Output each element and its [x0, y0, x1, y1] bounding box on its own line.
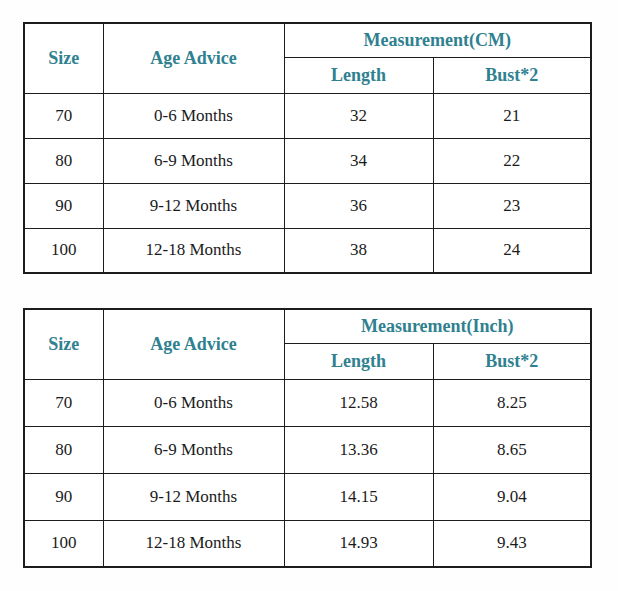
table-row: 80 6-9 Months 13.36 8.65 — [24, 426, 591, 473]
header-size: Size — [24, 23, 103, 93]
length-cell: 14.15 — [284, 473, 433, 520]
size-cell: 100 — [24, 228, 103, 273]
header-age-advice: Age Advice — [103, 23, 284, 93]
table-row: 70 0-6 Months 12.58 8.25 — [24, 379, 591, 426]
length-cell: 14.93 — [284, 520, 433, 567]
length-cell: 12.58 — [284, 379, 433, 426]
age-cell: 12-18 Months — [103, 520, 284, 567]
table-row: 80 6-9 Months 34 22 — [24, 138, 591, 183]
length-cell: 32 — [284, 93, 433, 138]
bust-cell: 8.25 — [433, 379, 591, 426]
size-cell: 90 — [24, 473, 103, 520]
length-cell: 13.36 — [284, 426, 433, 473]
bust-cell: 22 — [433, 138, 591, 183]
size-cell: 80 — [24, 426, 103, 473]
age-cell: 0-6 Months — [103, 93, 284, 138]
header-length: Length — [284, 343, 433, 379]
bust-cell: 9.43 — [433, 520, 591, 567]
age-cell: 9-12 Months — [103, 473, 284, 520]
table-row: 70 0-6 Months 32 21 — [24, 93, 591, 138]
size-table-inch: Size Age Advice Measurement(Inch) Length… — [23, 308, 592, 568]
bust-cell: 8.65 — [433, 426, 591, 473]
size-table-cm: Size Age Advice Measurement(CM) Length B… — [23, 22, 592, 274]
age-cell: 0-6 Months — [103, 379, 284, 426]
age-cell: 6-9 Months — [103, 138, 284, 183]
header-age-advice: Age Advice — [103, 309, 284, 379]
table-row: 90 9-12 Months 14.15 9.04 — [24, 473, 591, 520]
bust-cell: 24 — [433, 228, 591, 273]
size-chart-page: Size Age Advice Measurement(CM) Length B… — [0, 0, 618, 591]
size-cell: 90 — [24, 183, 103, 228]
length-cell: 38 — [284, 228, 433, 273]
header-measurement-cm: Measurement(CM) — [284, 23, 591, 57]
table-header-row: Size Age Advice Measurement(Inch) — [24, 309, 591, 343]
length-cell: 34 — [284, 138, 433, 183]
length-cell: 36 — [284, 183, 433, 228]
age-cell: 12-18 Months — [103, 228, 284, 273]
size-cell: 80 — [24, 138, 103, 183]
age-cell: 9-12 Months — [103, 183, 284, 228]
header-size: Size — [24, 309, 103, 379]
table-row: 100 12-18 Months 14.93 9.43 — [24, 520, 591, 567]
bust-cell: 21 — [433, 93, 591, 138]
size-cell: 70 — [24, 379, 103, 426]
header-length: Length — [284, 57, 433, 93]
header-bust: Bust*2 — [433, 57, 591, 93]
size-cell: 100 — [24, 520, 103, 567]
table-header-row: Size Age Advice Measurement(CM) — [24, 23, 591, 57]
bust-cell: 23 — [433, 183, 591, 228]
age-cell: 6-9 Months — [103, 426, 284, 473]
table-row: 90 9-12 Months 36 23 — [24, 183, 591, 228]
header-measurement-inch: Measurement(Inch) — [284, 309, 591, 343]
size-cell: 70 — [24, 93, 103, 138]
bust-cell: 9.04 — [433, 473, 591, 520]
header-bust: Bust*2 — [433, 343, 591, 379]
table-row: 100 12-18 Months 38 24 — [24, 228, 591, 273]
